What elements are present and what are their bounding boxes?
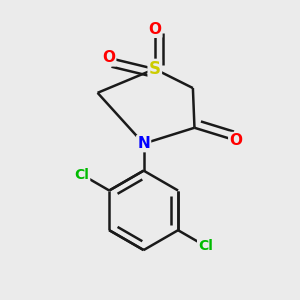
Text: S: S — [149, 60, 161, 78]
Text: Cl: Cl — [198, 239, 213, 253]
Text: Cl: Cl — [74, 168, 89, 182]
Text: N: N — [137, 136, 150, 151]
Text: O: O — [102, 50, 115, 65]
Text: O: O — [148, 22, 161, 37]
Text: O: O — [229, 133, 242, 148]
